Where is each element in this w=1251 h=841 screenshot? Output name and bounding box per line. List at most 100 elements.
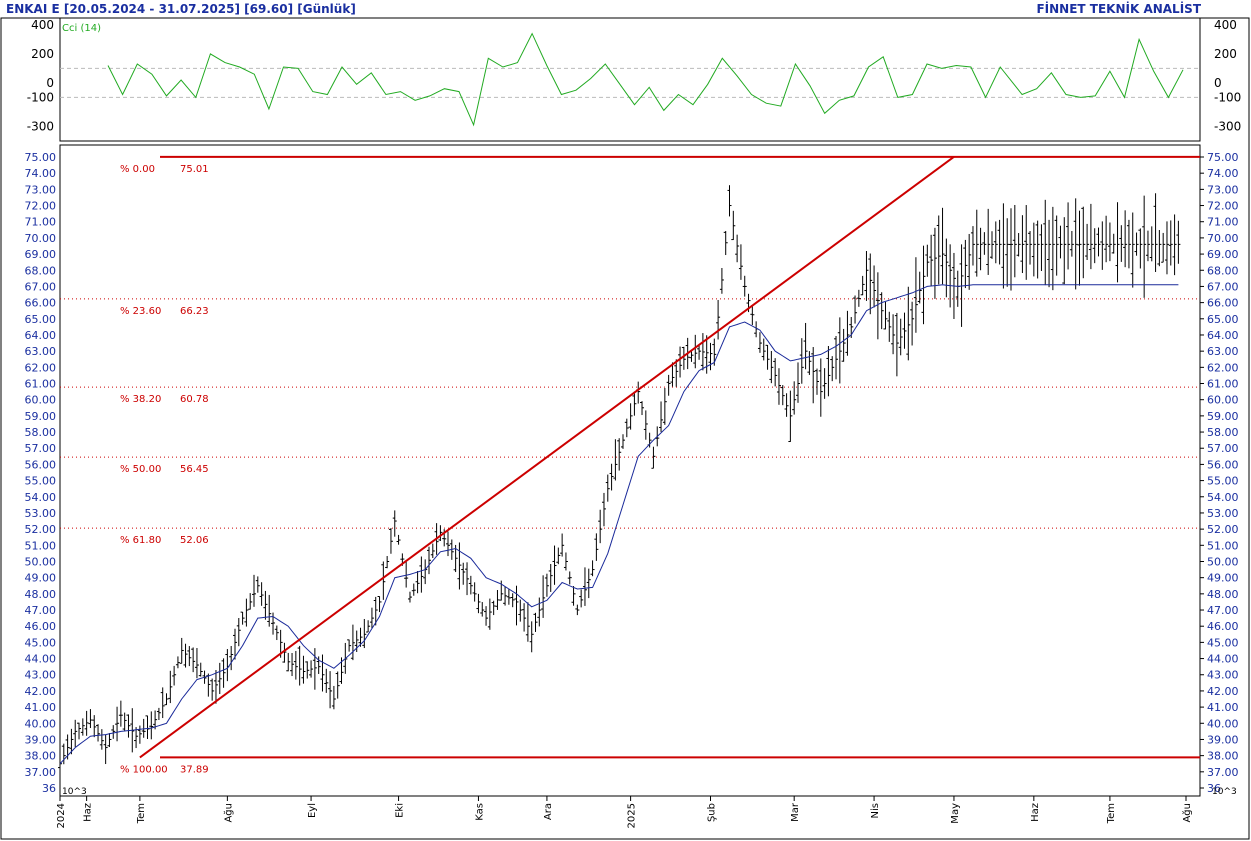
cci-tick-label-right: 200 (1214, 47, 1237, 61)
price-tick-label-right: 50.00 (1207, 555, 1239, 568)
price-tick-label-right: 58.00 (1207, 426, 1239, 439)
price-tick-label-left: 64.00 (25, 329, 57, 342)
price-tick-label-right: 52.00 (1207, 523, 1239, 536)
price-tick-label-left: 39.00 (25, 733, 57, 746)
cci-panel-frame (59, 17, 1201, 142)
price-tick-label-right: 49.00 (1207, 572, 1239, 585)
fibonacci-value-label: 66.23 (180, 306, 209, 317)
price-tick-label-left: 50.00 (25, 555, 57, 568)
fibonacci-value-label: 75.01 (180, 164, 209, 175)
price-tick-label-right: 39.00 (1207, 733, 1239, 746)
fibonacci-percent-label: % 100.00 (120, 764, 168, 775)
price-tick-label-right: 61.00 (1207, 378, 1239, 391)
price-tick-label-right: 71.00 (1207, 216, 1239, 229)
price-tick-label-right: 63.00 (1207, 345, 1239, 358)
price-tick-label-left: 60.00 (25, 394, 57, 407)
price-tick-label-left: 61.00 (25, 378, 57, 391)
price-tick-label-right: 44.00 (1207, 653, 1239, 666)
x-tick-label: Eki (395, 803, 406, 818)
price-axes: 36 36 37.00 37.00 38.00 38.00 39.00 39.00 40.00 4… (25, 151, 1239, 797)
price-tick-label-right: 62.00 (1207, 361, 1239, 374)
price-tick-label-left: 66.00 (25, 297, 57, 310)
price-tick-label-left: 57.00 (25, 442, 57, 455)
price-tick-label-left: 51.00 (25, 539, 57, 552)
price-tick-label-left: 47.00 (25, 604, 57, 617)
x-tick-label: Ağu (222, 803, 234, 823)
price-tick-label-right: 55.00 (1207, 475, 1239, 488)
fibonacci-value-label: 52.06 (180, 535, 209, 546)
x-tick-label: Nis (870, 803, 881, 818)
price-tick-label-left: 59.00 (25, 410, 57, 423)
x-tick-label: Haz (83, 803, 94, 822)
price-tick-label-left: 52.00 (25, 523, 57, 536)
x-tick-label: Ara (543, 803, 554, 820)
price-tick-label-right: 54.00 (1207, 491, 1239, 504)
x-tick-label: Eyl (307, 803, 318, 818)
price-tick-label-left: 41.00 (25, 701, 57, 714)
price-tick-label-right: 74.00 (1207, 167, 1239, 180)
fibonacci-levels: % 0.00 75.01 % 23.60 66.23 % 38.20 60.78 % 50.… (60, 155, 1200, 775)
cci-tick-label-right: -100 (1214, 90, 1241, 104)
x-tick-label: Tem (1106, 803, 1117, 824)
price-tick-label-left: 74.00 (25, 167, 57, 180)
fibonacci-percent-label: % 23.60 (120, 306, 161, 317)
price-tick-label-right: 37.00 (1207, 766, 1239, 779)
symbol-title: ENKAI E [20.05.2024 - 31.07.2025] [69.60… (6, 2, 356, 16)
time-axis: 2024 Haz Tem Ağu Eyl Eki Kas Ara 2025 Şub Mar Nis Ma… (56, 796, 1193, 828)
cci-line (107, 32, 1184, 127)
price-bars (58, 185, 1181, 774)
price-tick-label-right: 40.00 (1207, 717, 1239, 730)
cci-tick-label-left: 200 (31, 47, 54, 61)
price-tick-label-left: 42.00 (25, 685, 57, 698)
scale-note-left: 10^3 (62, 787, 87, 797)
price-tick-label-left: 62.00 (25, 361, 57, 374)
price-tick-label-left: 63.00 (25, 345, 57, 358)
fibonacci-trendline (139, 156, 955, 759)
fibonacci-value-label: 56.45 (180, 464, 209, 475)
price-tick-label-left: 58.00 (25, 426, 57, 439)
cci-tick-label-left: -100 (27, 90, 54, 104)
x-tick-label: Tem (136, 803, 147, 824)
fibonacci-value-label: 37.89 (180, 764, 209, 775)
price-tick-label-right: 51.00 (1207, 539, 1239, 552)
x-tick-label: Kas (474, 803, 485, 821)
x-tick-label: Ağu (1181, 803, 1193, 823)
x-tick-label: Haz (1030, 803, 1041, 822)
price-tick-label-right: 36 (1207, 782, 1221, 795)
fibonacci-value-label: 60.78 (180, 394, 209, 405)
price-tick-label-left: 56.00 (25, 458, 57, 471)
price-tick-label-left: 38.00 (25, 750, 57, 763)
price-tick-label-left: 49.00 (25, 572, 57, 585)
price-tick-label-left: 55.00 (25, 475, 57, 488)
price-tick-label-right: 45.00 (1207, 636, 1239, 649)
x-tick-label: Mar (790, 802, 801, 822)
price-tick-label-right: 60.00 (1207, 394, 1239, 407)
price-tick-label-right: 38.00 (1207, 750, 1239, 763)
cci-tick-label-left: -300 (27, 119, 54, 133)
x-tick-label: May (950, 803, 961, 824)
price-tick-label-left: 72.00 (25, 200, 57, 213)
cci-tick-label-right: 0 (1214, 76, 1222, 90)
price-tick-label-right: 70.00 (1207, 232, 1239, 245)
x-tick-label: 2024 (56, 803, 67, 828)
price-tick-label-right: 73.00 (1207, 183, 1239, 196)
price-panel-frame (59, 144, 1201, 797)
price-tick-label-right: 75.00 (1207, 151, 1239, 164)
price-tick-label-right: 43.00 (1207, 669, 1239, 682)
price-tick-label-right: 48.00 (1207, 588, 1239, 601)
cci-tick-label-left: 0 (46, 76, 54, 90)
price-tick-label-left: 37.00 (25, 766, 57, 779)
moving-average-line (59, 284, 1179, 765)
x-tick-label: Şub (706, 803, 717, 822)
price-tick-label-right: 65.00 (1207, 313, 1239, 326)
price-tick-label-left: 44.00 (25, 653, 57, 666)
price-tick-label-left: 65.00 (25, 313, 57, 326)
price-tick-label-right: 64.00 (1207, 329, 1239, 342)
price-tick-label-left: 75.00 (25, 151, 57, 164)
moving-average (59, 284, 1179, 765)
cci-series (107, 32, 1184, 127)
price-tick-label-left: 36 (42, 782, 56, 795)
